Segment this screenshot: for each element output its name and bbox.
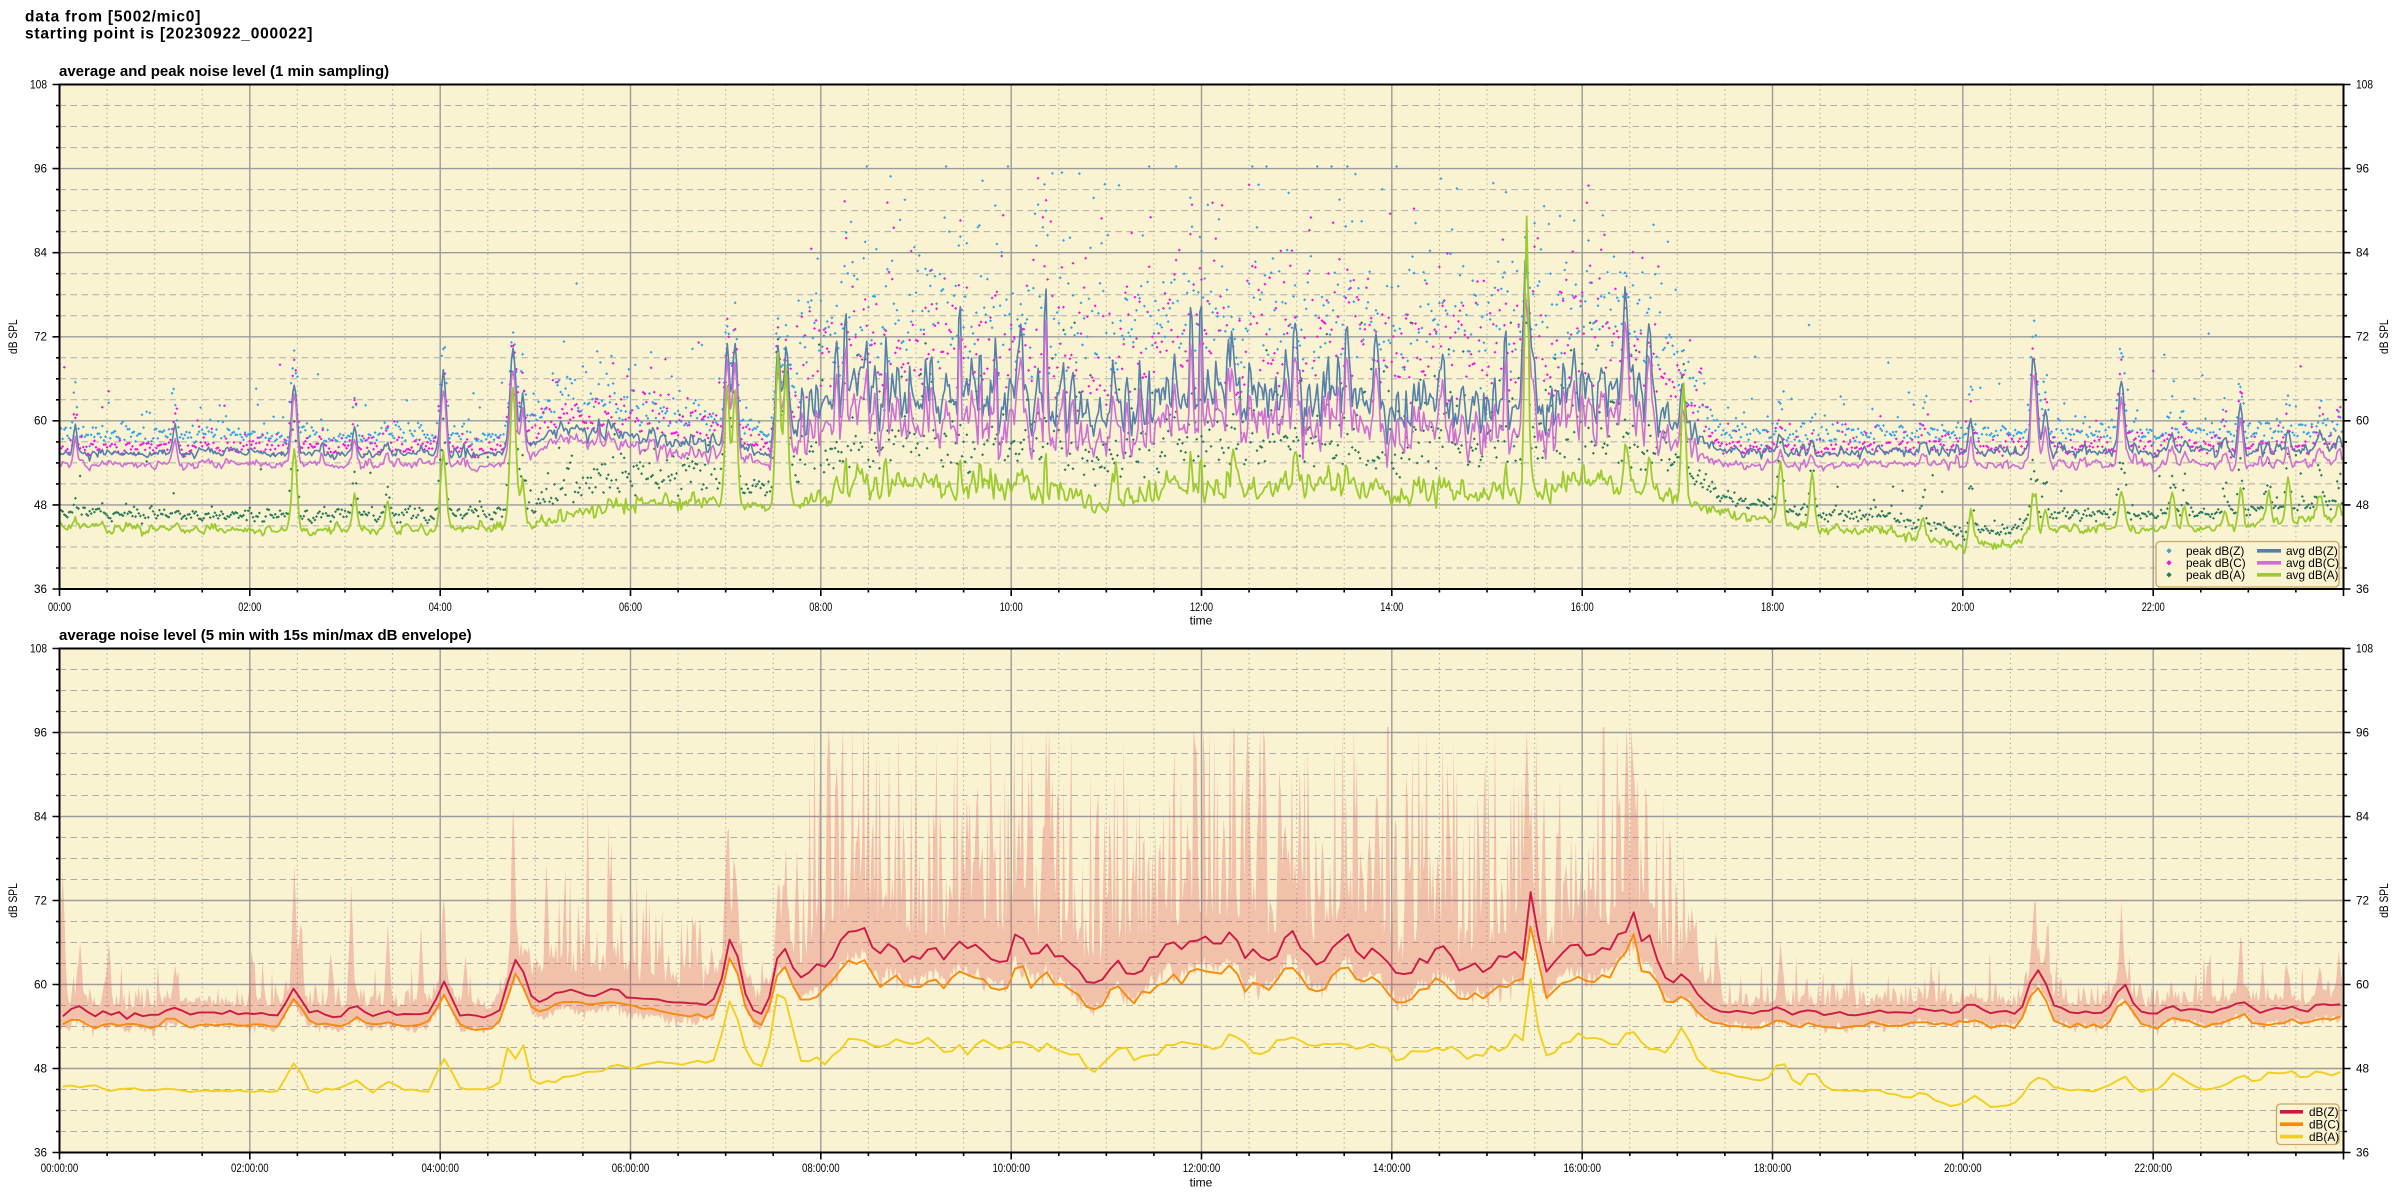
svg-text:96: 96 bbox=[34, 727, 47, 739]
svg-text:00:00: 00:00 bbox=[48, 602, 71, 614]
svg-text:10:00:00: 10:00:00 bbox=[992, 1163, 1030, 1175]
svg-text:72: 72 bbox=[34, 895, 47, 907]
svg-text:48: 48 bbox=[2356, 500, 2369, 512]
svg-text:60: 60 bbox=[34, 979, 47, 991]
svg-text:48: 48 bbox=[34, 1063, 47, 1075]
svg-text:108: 108 bbox=[30, 643, 47, 655]
svg-text:48: 48 bbox=[2356, 1063, 2369, 1075]
svg-text:84: 84 bbox=[2356, 248, 2370, 260]
svg-text:16:00: 16:00 bbox=[1571, 602, 1594, 614]
svg-text:starting point is [20230922_00: starting point is [20230922_000022] bbox=[25, 26, 313, 43]
svg-text:peak dB(Z): peak dB(Z) bbox=[2186, 544, 2244, 558]
svg-text:22:00: 22:00 bbox=[2142, 602, 2165, 614]
svg-text:06:00: 06:00 bbox=[619, 602, 642, 614]
svg-text:14:00: 14:00 bbox=[1380, 602, 1403, 614]
svg-text:96: 96 bbox=[2356, 164, 2369, 176]
svg-text:48: 48 bbox=[34, 500, 47, 512]
svg-text:06:00:00: 06:00:00 bbox=[612, 1163, 650, 1175]
svg-text:time: time bbox=[1190, 614, 1213, 628]
svg-text:108: 108 bbox=[2356, 79, 2373, 91]
svg-text:dB SPL: dB SPL bbox=[2377, 319, 2391, 354]
svg-text:72: 72 bbox=[34, 332, 47, 344]
svg-text:00:00:00: 00:00:00 bbox=[41, 1163, 79, 1175]
svg-text:14:00:00: 14:00:00 bbox=[1373, 1163, 1411, 1175]
svg-text:84: 84 bbox=[34, 248, 48, 260]
svg-text:84: 84 bbox=[34, 811, 48, 823]
svg-text:36: 36 bbox=[2356, 1147, 2369, 1159]
svg-text:12:00: 12:00 bbox=[1190, 602, 1213, 614]
svg-text:96: 96 bbox=[34, 164, 47, 176]
svg-text:36: 36 bbox=[34, 1147, 47, 1159]
svg-text:08:00:00: 08:00:00 bbox=[802, 1163, 840, 1175]
svg-text:36: 36 bbox=[2356, 584, 2369, 596]
svg-text:02:00: 02:00 bbox=[238, 602, 261, 614]
svg-text:72: 72 bbox=[2356, 895, 2369, 907]
svg-text:108: 108 bbox=[30, 79, 47, 91]
svg-text:04:00: 04:00 bbox=[429, 602, 452, 614]
svg-text:108: 108 bbox=[2356, 643, 2373, 655]
svg-text:72: 72 bbox=[2356, 332, 2369, 344]
svg-text:average and peak noise level (: average and peak noise level (1 min samp… bbox=[59, 63, 389, 80]
svg-text:12:00:00: 12:00:00 bbox=[1183, 1163, 1221, 1175]
svg-text:dB(Z): dB(Z) bbox=[2309, 1105, 2339, 1119]
svg-text:84: 84 bbox=[2356, 811, 2370, 823]
svg-text:avg dB(Z): avg dB(Z) bbox=[2286, 544, 2338, 558]
svg-text:60: 60 bbox=[2356, 979, 2369, 991]
svg-text:36: 36 bbox=[34, 584, 47, 596]
svg-text:18:00:00: 18:00:00 bbox=[1754, 1163, 1792, 1175]
svg-text:avg dB(C): avg dB(C) bbox=[2286, 556, 2339, 570]
svg-text:peak dB(A): peak dB(A) bbox=[2186, 568, 2245, 582]
svg-text:average noise level (5 min wit: average noise level (5 min with 15s min/… bbox=[59, 627, 472, 644]
svg-text:16:00:00: 16:00:00 bbox=[1563, 1163, 1601, 1175]
svg-text:02:00:00: 02:00:00 bbox=[231, 1163, 269, 1175]
svg-text:peak dB(C): peak dB(C) bbox=[2186, 556, 2246, 570]
svg-text:20:00:00: 20:00:00 bbox=[1944, 1163, 1982, 1175]
svg-text:22:00:00: 22:00:00 bbox=[2134, 1163, 2172, 1175]
svg-text:60: 60 bbox=[2356, 416, 2369, 428]
svg-text:18:00: 18:00 bbox=[1761, 602, 1784, 614]
svg-text:08:00: 08:00 bbox=[809, 602, 832, 614]
svg-text:dB SPL: dB SPL bbox=[6, 883, 20, 918]
svg-text:dB SPL: dB SPL bbox=[2377, 883, 2391, 918]
svg-text:20:00: 20:00 bbox=[1951, 602, 1974, 614]
svg-text:dB(C): dB(C) bbox=[2309, 1117, 2340, 1131]
svg-text:dB SPL: dB SPL bbox=[6, 319, 20, 354]
svg-text:04:00:00: 04:00:00 bbox=[421, 1163, 459, 1175]
svg-text:data from [5002/mic0]: data from [5002/mic0] bbox=[25, 9, 201, 26]
svg-text:avg dB(A): avg dB(A) bbox=[2286, 568, 2339, 582]
svg-text:60: 60 bbox=[34, 416, 47, 428]
svg-text:10:00: 10:00 bbox=[1000, 602, 1023, 614]
svg-text:96: 96 bbox=[2356, 727, 2369, 739]
svg-text:dB(A): dB(A) bbox=[2309, 1130, 2339, 1144]
svg-text:time: time bbox=[1190, 1176, 1213, 1190]
